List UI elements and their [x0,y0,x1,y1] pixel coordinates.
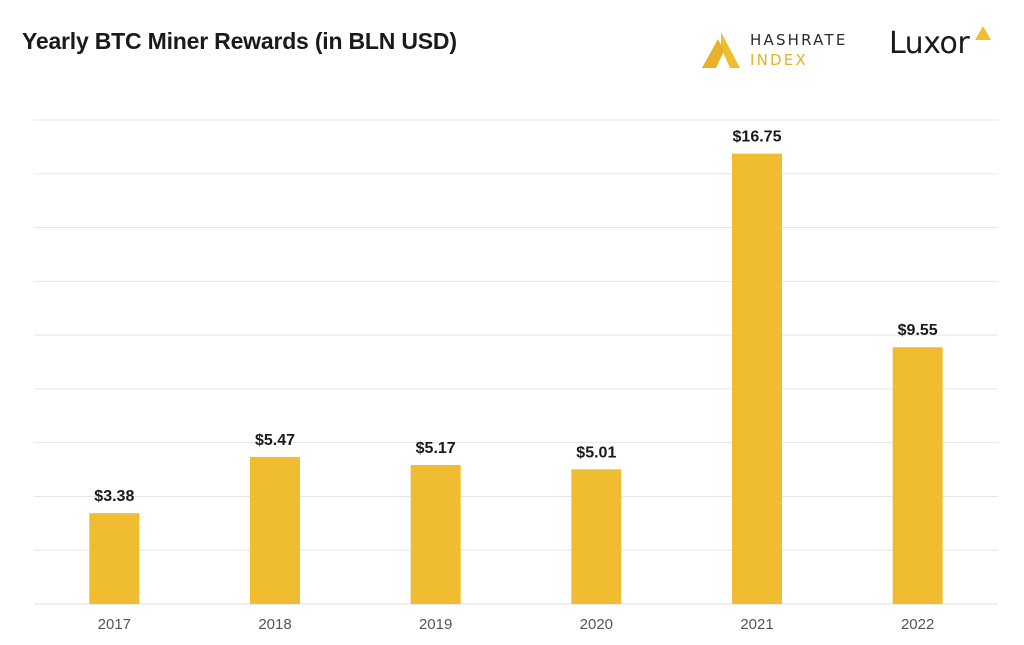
index-wordmark: INDEX [750,51,808,69]
data-label-2020: $5.01 [576,444,616,461]
bar-2019 [410,464,461,604]
bar-2017 [89,513,140,604]
data-label-2021: $16.75 [733,129,782,146]
x-tick-label-2019: 2019 [419,616,452,633]
x-tick-label-2018: 2018 [258,616,291,633]
bar-2022 [892,347,943,604]
x-tick-label-2022: 2022 [901,616,934,633]
x-tick-label-2017: 2017 [98,616,131,633]
x-tick-label-2021: 2021 [740,616,773,633]
data-label-2017: $3.38 [94,488,134,505]
bar-2021 [732,153,782,604]
hashrate-wordmark: HASHRATE [750,31,848,49]
luxor-wordmark: Luxor [889,26,970,61]
bar-2018 [250,456,300,604]
data-label-2019: $5.17 [416,440,456,457]
hashrate-index-icon [702,32,740,68]
hashrate-index-logo: HASHRATE INDEX [700,30,848,70]
chart-title: Yearly BTC Miner Rewards (in BLN USD) [22,28,457,54]
luxor-icon [975,26,992,40]
luxor-logo: Luxor [889,26,992,61]
x-tick-label-2020: 2020 [580,616,613,633]
data-label-2022: $9.55 [898,322,938,339]
bar-2020 [571,469,622,604]
data-label-2018: $5.47 [255,432,295,449]
